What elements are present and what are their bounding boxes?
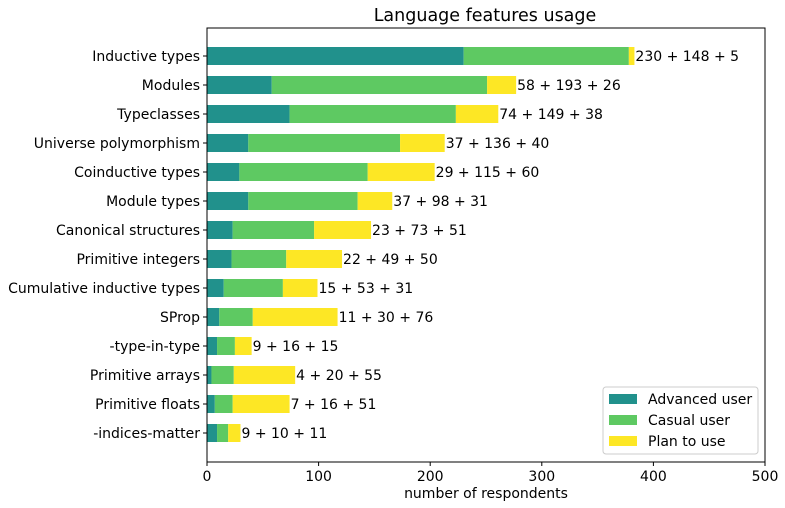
- legend: Advanced user Casual user Plan to use: [602, 386, 759, 455]
- bar-segment: [289, 105, 456, 123]
- bar-segment: [487, 76, 517, 94]
- data-labels-layer: 230 + 148 + 5 58 + 193 + 26 74 + 149 + 38 3…: [241, 49, 739, 442]
- x-tick-label: 100: [305, 469, 332, 485]
- x-axis-label: number of respondents: [404, 486, 568, 502]
- y-tick-label: Module types: [106, 194, 200, 210]
- y-tick-label: Modules: [142, 78, 200, 94]
- y-tick-label: Primitive floats: [95, 397, 200, 413]
- y-tick-label: -indices-matter: [93, 426, 200, 442]
- y-tick-label: Cumulative inductive types: [8, 281, 200, 297]
- x-tick-label: 300: [528, 469, 555, 485]
- legend-label: Casual user: [648, 413, 730, 429]
- bar-segment: [271, 76, 488, 94]
- bar-segment: [207, 424, 218, 442]
- legend-swatch: [609, 436, 637, 446]
- bar-segment: [628, 47, 635, 65]
- bar-segment: [367, 163, 435, 181]
- x-tick-label: 400: [640, 469, 667, 485]
- bar-segment: [463, 47, 629, 65]
- bar-segment: [207, 279, 224, 297]
- bar-segment: [357, 192, 393, 210]
- bar-segment: [207, 163, 240, 181]
- bar-segment: [233, 366, 296, 384]
- bars-layer: [207, 47, 635, 442]
- bar-segment: [314, 221, 372, 239]
- bar-segment: [248, 134, 401, 152]
- y-tick-label: Primitive integers: [76, 252, 200, 268]
- x-tick-label: 0: [203, 469, 212, 485]
- bar-segment: [252, 308, 338, 326]
- bar-segment: [286, 250, 343, 268]
- data-label: 37 + 136 + 40: [446, 136, 550, 152]
- bar-segment: [207, 47, 464, 65]
- x-tick-label: 200: [417, 469, 444, 485]
- data-label: 9 + 16 + 15: [253, 339, 339, 355]
- y-tick-label: Typeclasses: [116, 107, 200, 123]
- y-tick-label: Inductive types: [92, 49, 200, 65]
- bar-segment: [232, 221, 315, 239]
- y-tick-label: Coinductive types: [74, 165, 200, 181]
- bar-segment: [232, 395, 290, 413]
- plot-frame: [206, 27, 766, 463]
- x-axis: 0 100 200 300 400 500: [203, 462, 779, 485]
- bar-segment: [455, 105, 499, 123]
- data-label: 22 + 49 + 50: [343, 252, 438, 268]
- x-tick-label: 500: [752, 469, 779, 485]
- bar-segment: [219, 308, 253, 326]
- bar-segment: [400, 134, 445, 152]
- bar-segment: [207, 192, 249, 210]
- y-axis: Inductive types Modules Typeclasses Univers…: [8, 49, 207, 442]
- data-label: 37 + 98 + 31: [393, 194, 488, 210]
- bar-segment: [228, 424, 241, 442]
- bar-segment: [282, 279, 318, 297]
- bar-segment: [207, 134, 249, 152]
- legend-label: Advanced user: [648, 392, 752, 408]
- bar-segment: [239, 163, 368, 181]
- legend-label: Plan to use: [648, 434, 726, 450]
- bar-segment: [231, 250, 287, 268]
- bar-segment: [223, 279, 283, 297]
- bar-segment: [207, 308, 220, 326]
- bar-segment: [207, 337, 218, 355]
- bar-segment: [217, 337, 235, 355]
- bar-segment: [234, 337, 252, 355]
- y-tick-label: Canonical structures: [56, 223, 200, 239]
- data-label: 230 + 148 + 5: [635, 49, 739, 65]
- data-label: 7 + 16 + 51: [291, 397, 377, 413]
- bar-segment: [207, 395, 215, 413]
- bar-segment: [207, 76, 272, 94]
- y-tick-label: -type-in-type: [110, 339, 200, 355]
- legend-swatch: [609, 415, 637, 425]
- bar-segment: [207, 105, 290, 123]
- data-label: 58 + 193 + 26: [517, 78, 621, 94]
- data-label: 23 + 73 + 51: [372, 223, 467, 239]
- bar-segment: [207, 221, 233, 239]
- bar-segment: [207, 366, 212, 384]
- bar-segment: [211, 366, 234, 384]
- bar-segment: [207, 250, 232, 268]
- bar-segment: [214, 395, 233, 413]
- legend-swatch: [609, 394, 637, 404]
- bar-segment: [248, 192, 358, 210]
- legend-frame: [602, 386, 759, 455]
- chart-title: Language features usage: [374, 6, 597, 26]
- data-label: 74 + 149 + 38: [499, 107, 603, 123]
- data-label: 29 + 115 + 60: [436, 165, 540, 181]
- data-label: 15 + 53 + 31: [318, 281, 413, 297]
- bar-segment: [217, 424, 229, 442]
- data-label: 9 + 10 + 11: [241, 426, 327, 442]
- y-tick-label: Universe polymorphism: [34, 136, 200, 152]
- data-label: 4 + 20 + 55: [296, 368, 382, 384]
- y-tick-label: SProp: [160, 310, 200, 326]
- y-tick-label: Primitive arrays: [90, 368, 200, 384]
- data-label: 11 + 30 + 76: [339, 310, 434, 326]
